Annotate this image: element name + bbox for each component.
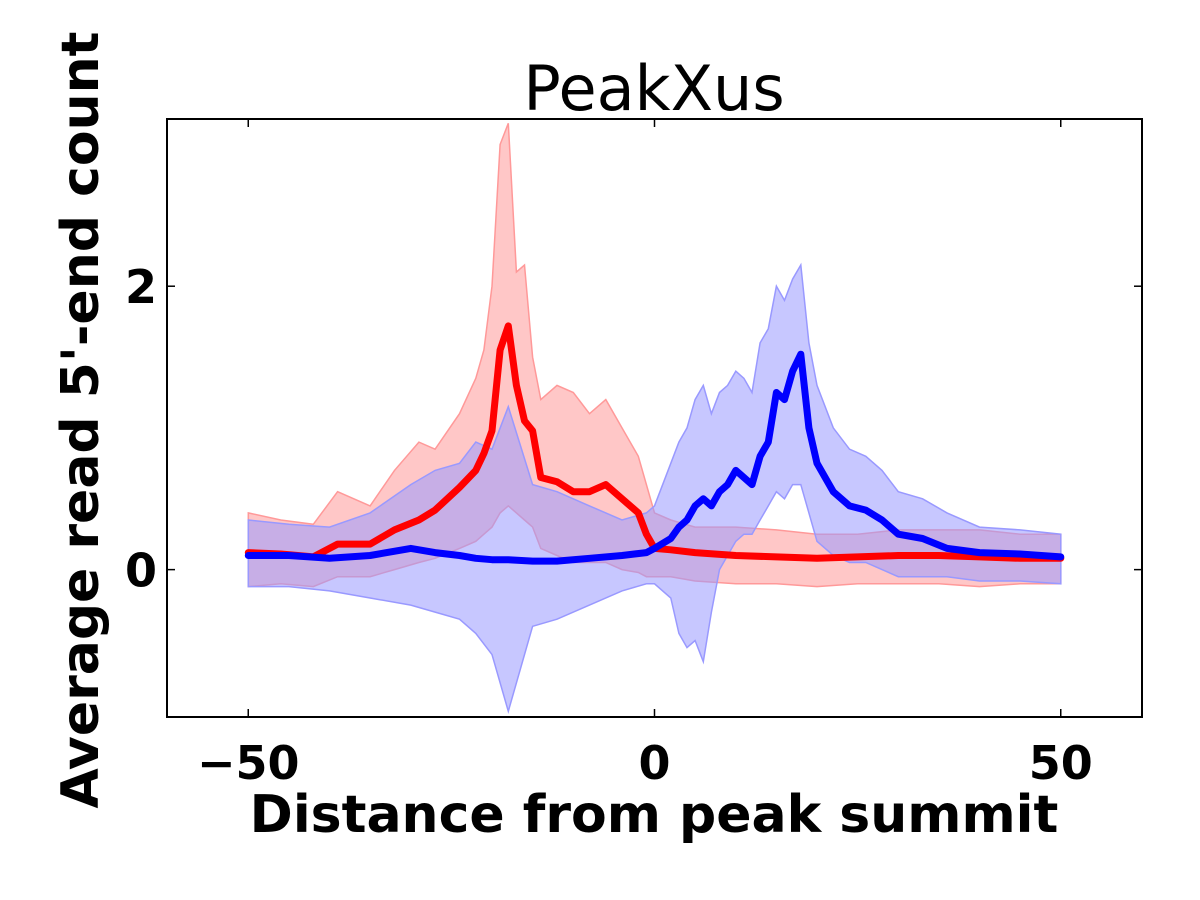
x-axis-label: Distance from peak summit [250, 785, 1059, 845]
axis-ticks: −50 0 50 0 2 [125, 119, 1142, 790]
y-axis-label: Average read 5'-end count [51, 32, 111, 809]
plot-frame [166, 118, 1143, 718]
x-tick-label: 50 [1029, 736, 1093, 790]
x-tick-label: 0 [638, 736, 670, 790]
plot-area [244, 123, 1065, 715]
series-1-line [244, 322, 1065, 562]
series-2-line [244, 350, 1065, 565]
x-tick-label: −50 [197, 736, 300, 790]
y-tick-label: 0 [125, 544, 157, 598]
chart-title: PeakXus [523, 52, 784, 125]
y-tick-label: 2 [125, 260, 157, 314]
series-2-band [247, 262, 1062, 715]
